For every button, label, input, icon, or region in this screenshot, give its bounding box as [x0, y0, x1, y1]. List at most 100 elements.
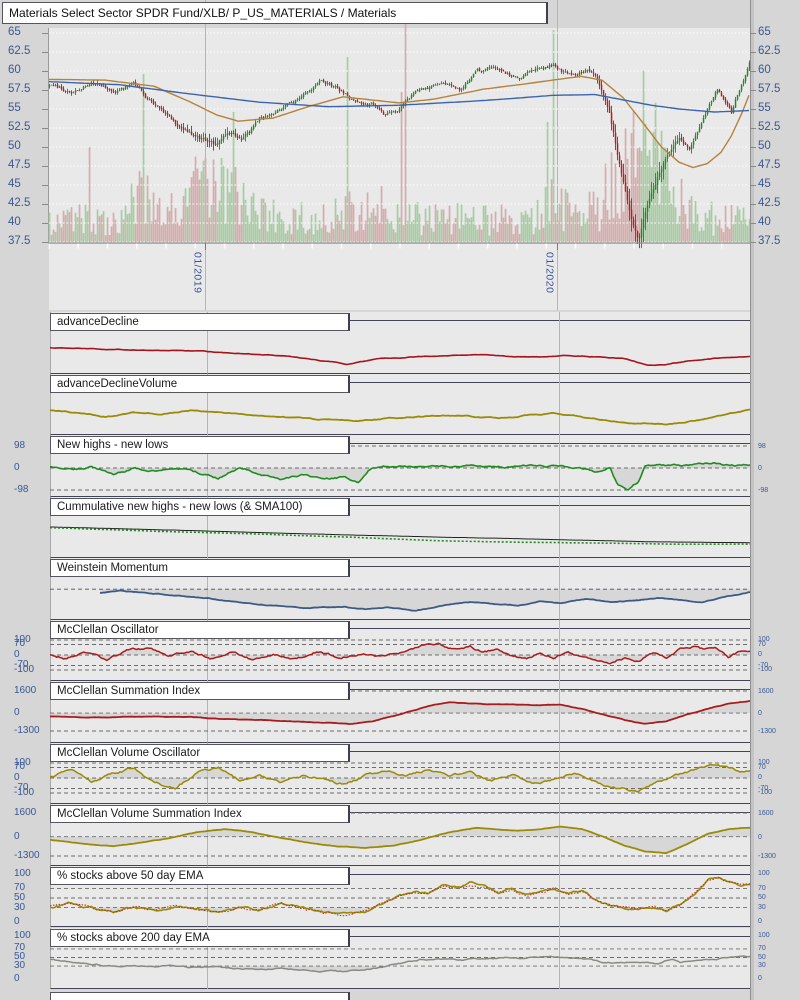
symbol-title-box[interactable]: Materials Select Sector SPDR Fund/XLB/ P… [2, 2, 548, 24]
panel-axis-label-left: 100 [14, 929, 31, 941]
panel-background [50, 927, 750, 990]
date-axis-label: 01/2020 [543, 252, 556, 294]
panel-top-border [350, 443, 750, 445]
panel-axis-label-right: 50 [758, 894, 766, 902]
panel-axis-label-left: -100 [14, 663, 35, 675]
panel-label-box[interactable]: McClellan Oscillator [50, 620, 350, 639]
panel-label-box[interactable]: Weinstein Momentum [50, 559, 350, 578]
panel-label: McClellan Volume Summation Index [57, 808, 242, 821]
price-axis-label-left: 42.5 [8, 197, 31, 209]
panel-top-border [350, 812, 750, 814]
axis-tick [42, 185, 48, 186]
price-axis-label-left: 55 [8, 102, 21, 114]
panel-axis-label-right: 30 [758, 904, 766, 912]
panel-label-box[interactable]: McClellan Summation Index [50, 682, 350, 701]
panel-canvas [50, 681, 750, 743]
panel-weinstein-momentum: Weinstein Momentum [0, 558, 800, 620]
panel-label: advanceDecline [57, 316, 139, 328]
axis-tick [42, 223, 48, 224]
panel-label-box[interactable]: McClellan Volume Summation Index [50, 805, 350, 824]
panel-axis-label-right: 70 [758, 640, 766, 648]
panel-axis-label-left: -1300 [14, 725, 40, 737]
panel-axis-label-left: 100 [14, 867, 31, 879]
price-axis-label-left: 45 [8, 178, 21, 190]
panel-label-box[interactable]: advanceDeclineVolume [50, 374, 350, 393]
right-axis-divider [750, 0, 754, 1000]
price-axis-label-left: 50 [8, 140, 21, 152]
price-axis-label-left: 57.5 [8, 83, 31, 95]
panel-axis-label-right: 100 [758, 932, 770, 939]
price-axis-label-left: 47.5 [8, 159, 31, 171]
panel-axis-label-right: 0 [758, 651, 762, 659]
panel-top-border [350, 566, 750, 568]
panel-label: McClellan Summation Index [57, 685, 201, 698]
panel-axis-label-left: -70 [14, 782, 29, 794]
price-axis-label-right: 52.5 [758, 121, 781, 133]
price-axis-label-right: 65 [758, 26, 771, 38]
panel-axis-label-right: 1600 [758, 687, 774, 695]
panel-label-box[interactable]: New highs - new lows [50, 436, 350, 455]
panel-label-box[interactable]: % stocks above 200 day EMA [50, 928, 350, 947]
symbol-title: Materials Select Sector SPDR Fund/XLB/ P… [9, 6, 397, 20]
panel-axis-label-left: 0 [14, 707, 20, 719]
panel-axis-label-right: -70 [758, 661, 769, 669]
panel-axis-label-right: -70 [758, 784, 769, 792]
panel-label: % stocks above 50 day EMA [57, 869, 204, 882]
panel-cummulative-new-highs-new-lows-sma100-: Cummulative new highs - new lows (& SMA1… [0, 496, 800, 559]
price-axis-label-right: 55 [758, 102, 771, 114]
panel-label-box[interactable]: Cummulative new highs - new lows (& SMA1… [50, 497, 350, 516]
panel-top-border [350, 381, 750, 383]
panel-axis-label-left: 0 [14, 915, 20, 927]
panel-axis-label-left: 30 [14, 901, 26, 913]
axis-tick [42, 128, 48, 129]
price-axis-label-right: 62.5 [758, 45, 781, 57]
panel-axis-label-left: 30 [14, 959, 26, 971]
price-axis-label-right: 47.5 [758, 159, 781, 171]
axis-tick [42, 71, 48, 72]
panel-axis-label-left: -1300 [14, 850, 40, 862]
panel-canvas [50, 742, 750, 805]
price-axis-label-left: 52.5 [8, 121, 31, 133]
panel-axis-label-left: 100 [14, 756, 31, 768]
price-axis-label-right: 42.5 [758, 197, 781, 209]
panel-label: % stocks above 200 day EMA [57, 931, 210, 944]
panel-axis-label-left: 70 [14, 882, 26, 894]
panel-axis-label-right: 70 [758, 884, 766, 892]
panel-label: Weinstein Momentum [57, 562, 168, 575]
axis-tick [42, 147, 48, 148]
axis-tick [750, 223, 756, 224]
panel-canvas [50, 619, 750, 682]
price-axis-label-right: 60 [758, 64, 771, 76]
price-axis-label-right: 50 [758, 140, 771, 152]
panel-axis-label-left: 70 [14, 638, 26, 650]
panel-axis-label-right: 70 [758, 944, 766, 952]
next-panel-label-box-cutoff[interactable] [50, 992, 350, 1000]
price-axis-label-left: 60 [8, 64, 21, 76]
panel-axis-label-right: 1600 [758, 809, 774, 817]
panel-label-box[interactable]: McClellan Volume Oscillator [50, 743, 350, 762]
panel-axis-label-right: 0 [758, 975, 762, 982]
panel-axis-label-left: 50 [14, 951, 26, 962]
panel-axis-label-right: 70 [758, 763, 766, 771]
panel-top-border [350, 627, 750, 629]
panel-advancedeclinevolume: advanceDeclineVolume [0, 373, 800, 436]
price-axis-label-left: 65 [8, 26, 21, 38]
axis-tick [42, 52, 48, 53]
panel-label-box[interactable]: advanceDecline [50, 313, 350, 331]
price-axis-label-left: 40 [8, 216, 21, 228]
panel-axis-label-left: 70 [14, 761, 26, 773]
panel-top-border [350, 504, 750, 506]
panel-axis-label-right: 100 [758, 870, 770, 878]
panel-axis-label-right: 100 [758, 636, 770, 644]
panel-axis-label-right: -1300 [758, 852, 776, 860]
axis-tick [42, 242, 48, 243]
panel-mcclellan-volume-oscillator: McClellan Volume Oscillator [0, 742, 800, 805]
panel-axis-label-left: 0 [14, 462, 20, 474]
panel-label-box[interactable]: % stocks above 50 day EMA [50, 866, 350, 885]
axis-tick [750, 52, 756, 53]
panel--stocks-above-200-day-ema: % stocks above 200 day EMA [0, 927, 800, 990]
panel-top-border [350, 750, 750, 752]
panel-axis-label-left: 0 [14, 771, 20, 783]
panel-axis-label-left: 98 [14, 440, 26, 452]
